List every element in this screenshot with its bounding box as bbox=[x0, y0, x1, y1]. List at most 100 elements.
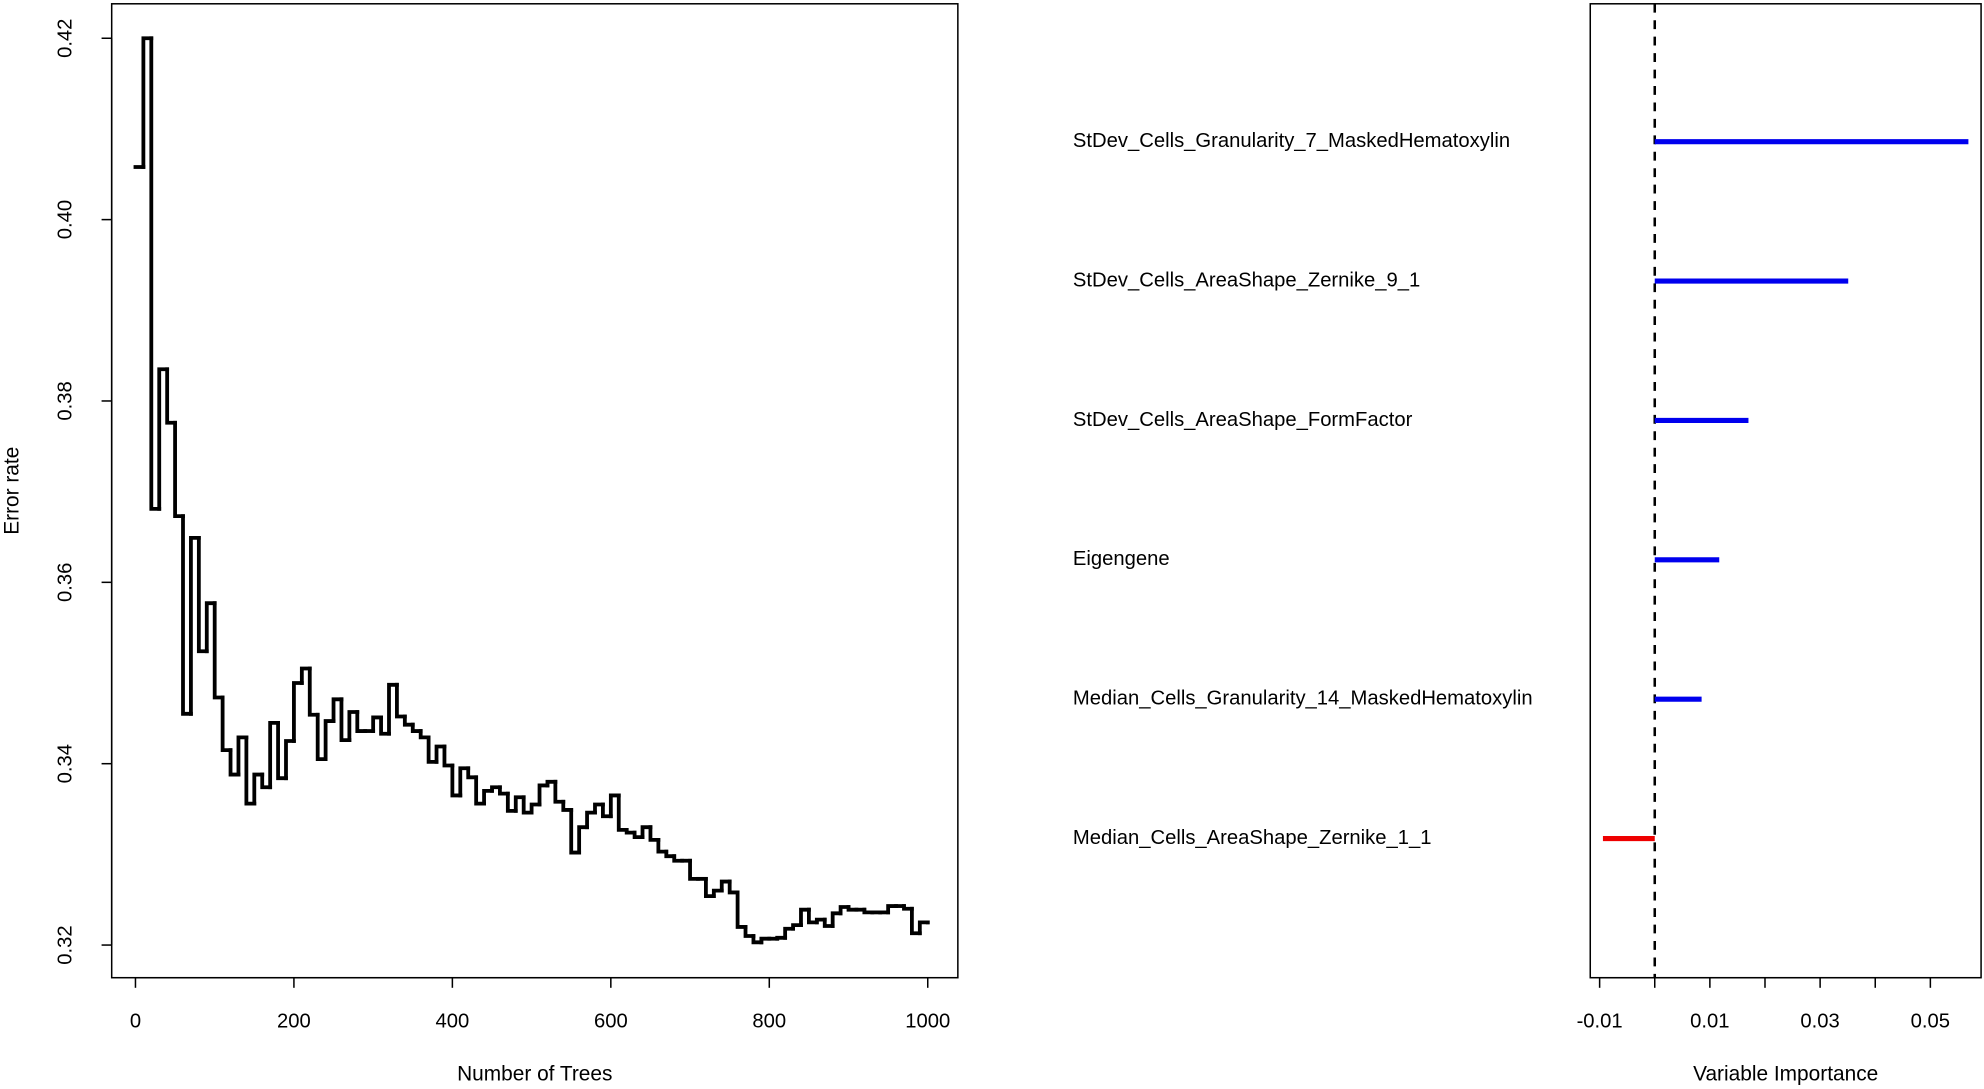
step-segment bbox=[593, 802, 605, 815]
category-label: Median_Cells_AreaShape_Zernike_1_1 bbox=[1073, 827, 1432, 849]
step-segment bbox=[474, 775, 486, 806]
step-segment bbox=[284, 739, 296, 781]
step-segment bbox=[624, 827, 637, 835]
step-segment bbox=[260, 772, 273, 790]
category-label: StDev_Cells_AreaShape_Zernike_9_1 bbox=[1073, 269, 1420, 291]
step-segment bbox=[664, 849, 677, 859]
step-segment bbox=[220, 695, 233, 752]
step-segment bbox=[418, 729, 431, 740]
step-segment bbox=[553, 779, 566, 804]
step-segment bbox=[228, 748, 241, 777]
step-segment bbox=[735, 890, 748, 929]
step-segment bbox=[616, 793, 629, 832]
step-segment bbox=[830, 911, 843, 928]
step-segment bbox=[799, 907, 811, 927]
x-tick-label: 800 bbox=[752, 1010, 786, 1032]
step-segment bbox=[791, 923, 803, 931]
step-segment bbox=[751, 934, 764, 945]
step-segment bbox=[640, 825, 653, 840]
step-segment bbox=[529, 802, 542, 815]
step-segment bbox=[402, 714, 415, 727]
step-segment bbox=[355, 710, 368, 733]
step-segment bbox=[371, 715, 383, 733]
step-segment bbox=[585, 810, 597, 830]
step-segment bbox=[299, 666, 312, 685]
step-segment bbox=[165, 367, 177, 425]
x-axis-title: Number of Trees bbox=[457, 1063, 612, 1086]
step-segment bbox=[704, 876, 716, 898]
y-tick-label: 0.42 bbox=[55, 19, 77, 58]
step-segment bbox=[711, 888, 724, 898]
step-segment bbox=[490, 785, 502, 793]
category-label: StDev_Cells_Granularity_7_MaskedHematoxy… bbox=[1073, 130, 1510, 152]
step-segment bbox=[862, 907, 875, 915]
step-segment bbox=[181, 514, 193, 716]
plot-frame bbox=[1589, 3, 1982, 979]
step-segment bbox=[569, 808, 582, 855]
step-segment bbox=[434, 744, 447, 764]
step-segment bbox=[727, 879, 740, 895]
step-segment bbox=[141, 36, 154, 169]
step-segment bbox=[561, 799, 574, 812]
step-segment bbox=[886, 904, 898, 915]
step-segment bbox=[323, 719, 336, 762]
step-segment bbox=[379, 715, 391, 736]
step-segment bbox=[426, 735, 439, 764]
x-tick-label: 0 bbox=[130, 1010, 141, 1032]
step-segment bbox=[347, 710, 360, 743]
step-segment bbox=[482, 788, 494, 806]
step-segment bbox=[458, 766, 471, 798]
step-segment bbox=[672, 854, 685, 863]
y-tick-label: 0.32 bbox=[55, 925, 77, 964]
step-segment bbox=[917, 920, 930, 936]
step-segment bbox=[149, 36, 162, 511]
step-segment bbox=[196, 536, 209, 654]
y-tick-label: 0.36 bbox=[55, 563, 77, 602]
step-segment bbox=[410, 722, 423, 733]
step-segment bbox=[244, 735, 257, 806]
step-segment bbox=[656, 837, 669, 854]
category-label: Median_Cells_Granularity_14_MaskedHemato… bbox=[1073, 688, 1533, 710]
step-segment bbox=[601, 802, 613, 819]
step-segment bbox=[608, 793, 621, 819]
step-segment bbox=[189, 536, 201, 716]
step-segment bbox=[268, 720, 280, 790]
y-tick-label: 0.38 bbox=[55, 381, 77, 420]
step-segment bbox=[719, 879, 732, 893]
step-segment bbox=[814, 917, 827, 925]
x-tick-label: 0.01 bbox=[1690, 1010, 1729, 1032]
step-segment bbox=[632, 830, 645, 840]
step-segment bbox=[292, 681, 304, 743]
step-segment bbox=[173, 420, 185, 519]
step-segment bbox=[910, 906, 922, 936]
x-axis-title: Variable Importance bbox=[1693, 1063, 1878, 1086]
y-tick-label: 0.40 bbox=[55, 200, 77, 239]
plot-frame bbox=[110, 3, 959, 979]
x-tick-label: 0.05 bbox=[1911, 1010, 1950, 1032]
step-segment bbox=[902, 904, 914, 911]
x-tick-label: 200 bbox=[277, 1010, 311, 1032]
step-segment bbox=[307, 666, 320, 717]
step-segment bbox=[577, 825, 589, 855]
x-tick-label: -0.01 bbox=[1577, 1010, 1623, 1032]
x-tick-label: 400 bbox=[436, 1010, 470, 1032]
step-segment bbox=[498, 785, 510, 796]
step-segment bbox=[442, 744, 455, 768]
step-segment bbox=[775, 935, 788, 941]
step-segment bbox=[537, 783, 550, 807]
step-segment bbox=[846, 905, 859, 912]
step-segment bbox=[252, 772, 265, 806]
step-segment bbox=[315, 712, 328, 762]
step-segment bbox=[387, 682, 399, 736]
step-segment bbox=[276, 720, 288, 781]
step-segment bbox=[822, 917, 835, 928]
step-segment bbox=[331, 697, 344, 723]
step-segment bbox=[783, 926, 795, 940]
step-segment bbox=[466, 766, 479, 780]
step-segment bbox=[450, 763, 463, 798]
step-segment bbox=[648, 825, 661, 842]
step-segment bbox=[204, 601, 217, 654]
x-tick-label: 1000 bbox=[905, 1010, 950, 1032]
step-segment bbox=[759, 936, 772, 945]
